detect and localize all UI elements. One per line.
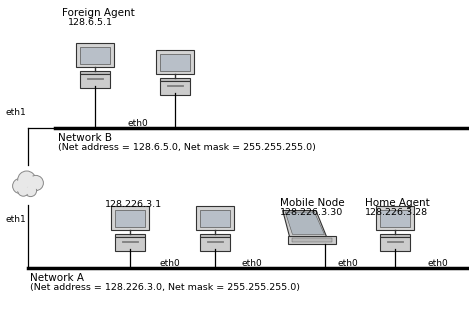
Text: eth0: eth0	[428, 259, 449, 268]
Text: eth0: eth0	[338, 259, 359, 268]
FancyBboxPatch shape	[122, 241, 138, 242]
Text: eth0: eth0	[128, 119, 149, 128]
FancyBboxPatch shape	[200, 237, 230, 251]
FancyBboxPatch shape	[87, 78, 103, 79]
Text: 128.6.5.1: 128.6.5.1	[68, 18, 113, 27]
FancyBboxPatch shape	[376, 206, 414, 230]
FancyBboxPatch shape	[115, 210, 145, 227]
FancyBboxPatch shape	[207, 241, 223, 242]
Text: Network A: Network A	[30, 273, 84, 283]
Text: 128.226.3.30: 128.226.3.30	[280, 208, 343, 217]
FancyBboxPatch shape	[80, 71, 110, 74]
Circle shape	[28, 175, 44, 191]
Text: (Net address = 128.226.3.0, Net mask = 255.255.255.0): (Net address = 128.226.3.0, Net mask = 2…	[30, 283, 300, 292]
Circle shape	[14, 180, 26, 192]
FancyBboxPatch shape	[111, 206, 149, 230]
Circle shape	[18, 185, 29, 196]
Circle shape	[20, 173, 34, 187]
FancyBboxPatch shape	[196, 206, 234, 230]
FancyBboxPatch shape	[287, 236, 336, 244]
FancyBboxPatch shape	[115, 237, 145, 251]
Circle shape	[19, 186, 28, 195]
FancyBboxPatch shape	[160, 81, 190, 95]
FancyBboxPatch shape	[115, 234, 145, 237]
FancyBboxPatch shape	[167, 85, 183, 86]
FancyBboxPatch shape	[380, 234, 410, 237]
Text: Foreign Agent: Foreign Agent	[62, 8, 135, 18]
Text: Home Agent: Home Agent	[365, 198, 430, 208]
Text: 128.226.3.28: 128.226.3.28	[365, 208, 428, 217]
FancyBboxPatch shape	[80, 74, 110, 89]
Polygon shape	[285, 212, 325, 234]
Circle shape	[26, 186, 35, 195]
FancyBboxPatch shape	[200, 234, 230, 237]
Text: 128.226.3.1: 128.226.3.1	[105, 200, 162, 209]
FancyBboxPatch shape	[380, 237, 410, 251]
FancyBboxPatch shape	[380, 210, 410, 227]
Circle shape	[24, 185, 37, 197]
Circle shape	[13, 178, 28, 193]
FancyBboxPatch shape	[76, 43, 114, 67]
FancyBboxPatch shape	[80, 47, 110, 64]
Circle shape	[18, 171, 36, 189]
Text: eth1: eth1	[5, 215, 26, 224]
FancyBboxPatch shape	[160, 78, 190, 81]
FancyBboxPatch shape	[387, 241, 403, 242]
Text: (Net address = 128.6.5.0, Net mask = 255.255.255.0): (Net address = 128.6.5.0, Net mask = 255…	[58, 143, 316, 152]
Text: Mobile Node: Mobile Node	[280, 198, 345, 208]
Text: Network B: Network B	[58, 133, 112, 143]
Polygon shape	[283, 211, 326, 236]
Text: eth0: eth0	[160, 259, 181, 268]
FancyBboxPatch shape	[156, 50, 194, 74]
Circle shape	[30, 177, 42, 189]
Text: eth1: eth1	[5, 108, 26, 117]
FancyBboxPatch shape	[200, 210, 230, 227]
Text: eth0: eth0	[242, 259, 263, 268]
FancyBboxPatch shape	[292, 238, 332, 242]
FancyBboxPatch shape	[160, 54, 190, 71]
